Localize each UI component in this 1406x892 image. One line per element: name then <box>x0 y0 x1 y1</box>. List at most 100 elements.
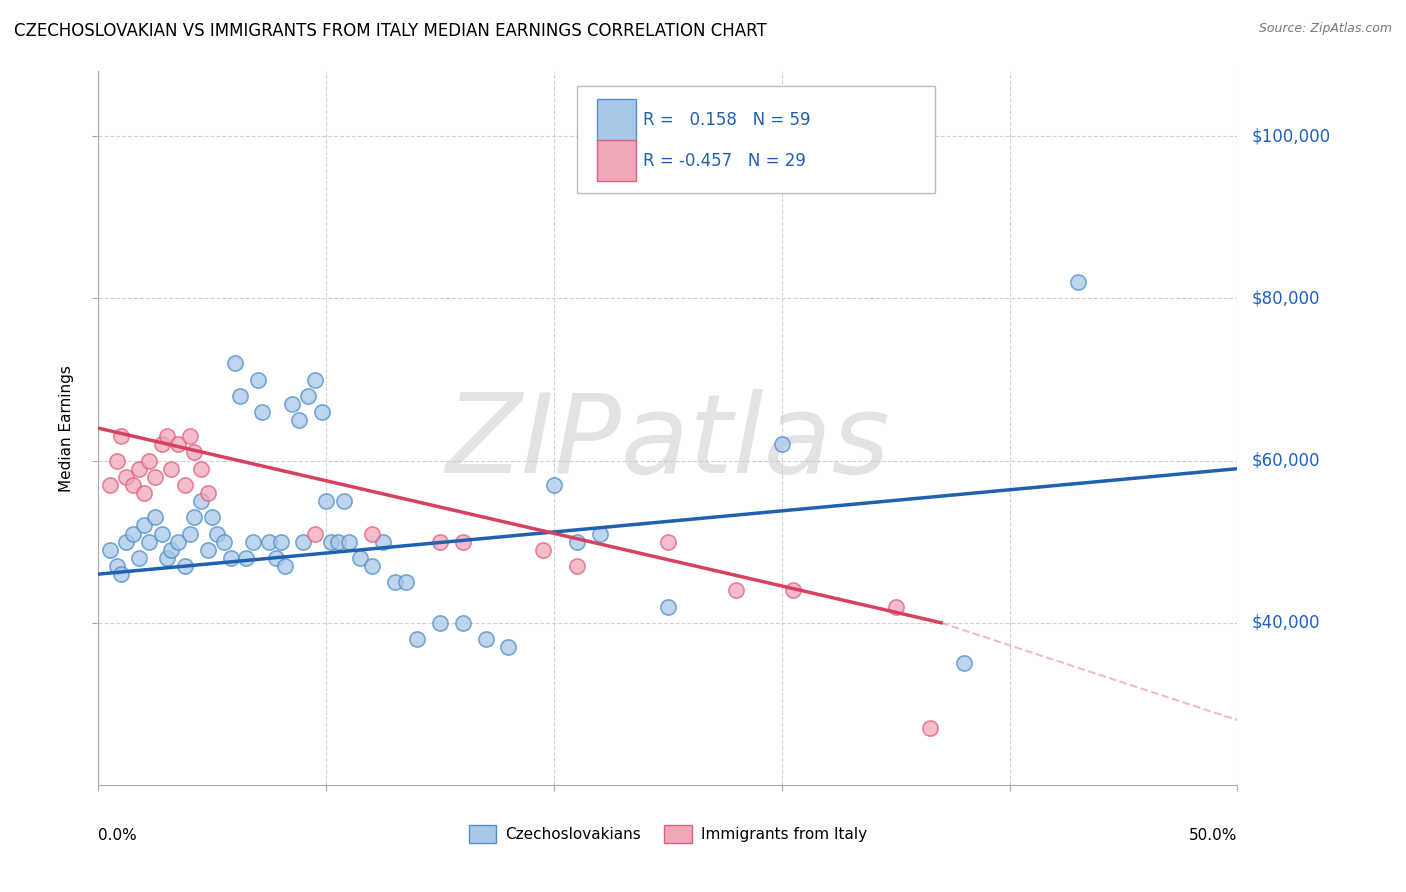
Point <box>150 526 173 541</box>
Point <box>228 389 250 403</box>
Point <box>179 429 201 443</box>
Point <box>212 534 235 549</box>
Point <box>132 518 155 533</box>
Point <box>110 567 132 582</box>
Point <box>360 526 382 541</box>
Point <box>98 478 121 492</box>
Point <box>451 534 474 549</box>
Point <box>1067 275 1090 289</box>
Text: 50.0%: 50.0% <box>1189 828 1237 843</box>
Point <box>190 461 212 475</box>
Text: Source: ZipAtlas.com: Source: ZipAtlas.com <box>1258 22 1392 36</box>
Point <box>319 534 342 549</box>
Point <box>588 526 610 541</box>
Point <box>160 542 183 557</box>
Point <box>406 632 429 646</box>
Point <box>183 510 205 524</box>
Point <box>953 657 976 671</box>
Point <box>201 510 224 524</box>
Point <box>219 550 242 565</box>
Point <box>167 534 190 549</box>
Point <box>451 615 474 630</box>
Point <box>105 559 128 574</box>
Point <box>205 526 228 541</box>
Point <box>145 510 167 524</box>
Point <box>531 542 554 557</box>
Point <box>782 583 804 598</box>
Point <box>429 534 451 549</box>
Point <box>918 721 941 735</box>
Point <box>360 559 382 574</box>
Text: $60,000: $60,000 <box>1251 451 1320 469</box>
Point <box>174 559 197 574</box>
Point <box>110 429 132 443</box>
Point <box>197 486 219 500</box>
Point <box>395 575 418 590</box>
Text: R = -0.457   N = 29: R = -0.457 N = 29 <box>643 152 806 169</box>
Point <box>725 583 748 598</box>
Point <box>565 534 588 549</box>
Point <box>128 461 150 475</box>
Point <box>349 550 371 565</box>
Text: ZIPatlas: ZIPatlas <box>446 389 890 496</box>
Text: CZECHOSLOVAKIAN VS IMMIGRANTS FROM ITALY MEDIAN EARNINGS CORRELATION CHART: CZECHOSLOVAKIAN VS IMMIGRANTS FROM ITALY… <box>14 22 766 40</box>
Point <box>246 372 269 386</box>
Point <box>183 445 205 459</box>
Point <box>371 534 394 549</box>
Point <box>174 478 197 492</box>
Point <box>114 470 136 484</box>
Point <box>160 461 183 475</box>
Point <box>274 559 297 574</box>
Point <box>179 526 201 541</box>
Point <box>304 526 326 541</box>
Point <box>98 542 121 557</box>
Point <box>297 389 319 403</box>
Point <box>167 437 190 451</box>
Point <box>156 550 179 565</box>
Point <box>292 534 315 549</box>
Point <box>264 550 287 565</box>
Point <box>197 542 219 557</box>
Point <box>884 599 907 614</box>
Point <box>304 372 326 386</box>
Point <box>429 615 451 630</box>
Text: $80,000: $80,000 <box>1251 289 1320 308</box>
Text: $100,000: $100,000 <box>1251 128 1330 145</box>
Point <box>259 534 281 549</box>
FancyBboxPatch shape <box>576 86 935 193</box>
Point <box>242 534 264 549</box>
Point <box>311 405 333 419</box>
Point <box>565 559 588 574</box>
Point <box>315 494 337 508</box>
Point <box>190 494 212 508</box>
Point <box>281 397 304 411</box>
FancyBboxPatch shape <box>598 99 636 141</box>
Point <box>138 453 160 467</box>
FancyBboxPatch shape <box>598 140 636 181</box>
Point <box>132 486 155 500</box>
Text: $40,000: $40,000 <box>1251 614 1320 632</box>
Point <box>543 478 565 492</box>
Point <box>770 437 793 451</box>
Point <box>288 413 311 427</box>
Point <box>326 534 349 549</box>
Point <box>498 640 520 654</box>
Point <box>657 534 679 549</box>
Point <box>128 550 150 565</box>
Point <box>138 534 160 549</box>
Point <box>224 356 246 370</box>
Point <box>384 575 406 590</box>
Point <box>252 405 274 419</box>
Point <box>145 470 167 484</box>
Point <box>657 599 679 614</box>
Text: R =   0.158   N = 59: R = 0.158 N = 59 <box>643 111 810 128</box>
Point <box>121 478 143 492</box>
Point <box>333 494 356 508</box>
Point <box>150 437 173 451</box>
Point <box>337 534 360 549</box>
Y-axis label: Median Earnings: Median Earnings <box>59 365 75 491</box>
Point <box>474 632 496 646</box>
Point <box>121 526 143 541</box>
Point <box>114 534 136 549</box>
Point <box>105 453 128 467</box>
